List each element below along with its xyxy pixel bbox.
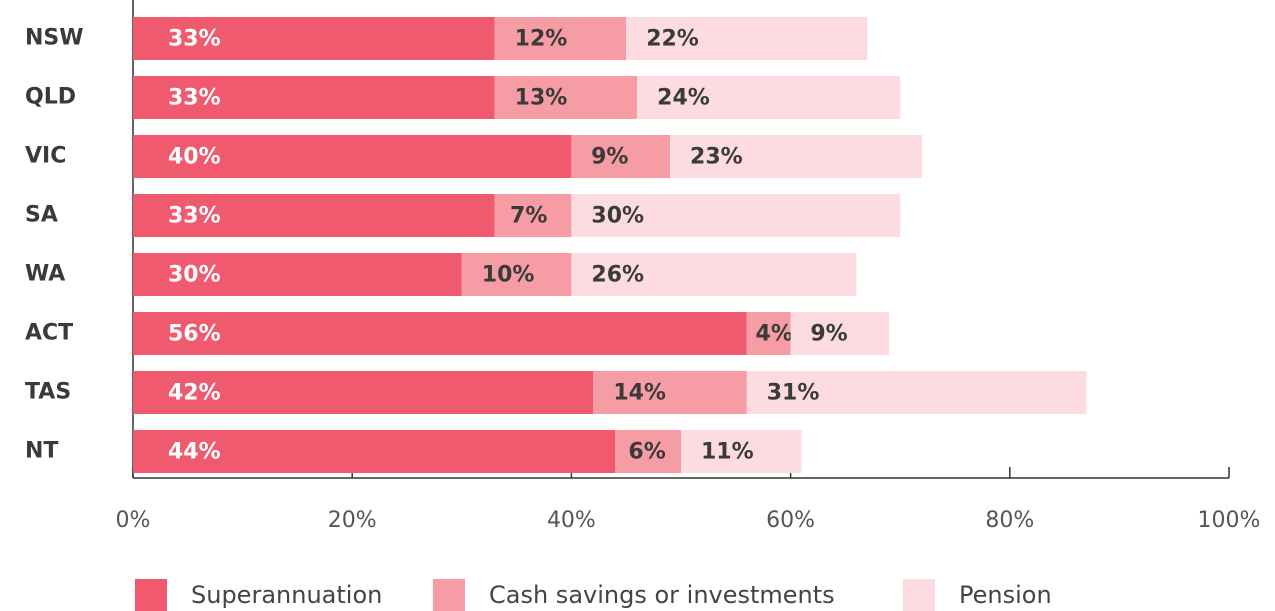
value-label: 30% [591, 204, 644, 229]
value-label: 9% [810, 322, 847, 347]
legend-swatch [903, 579, 935, 611]
bar-segment [133, 17, 495, 60]
value-label: 33% [168, 27, 221, 52]
bar-segment [571, 135, 671, 178]
legend-swatch [433, 579, 465, 611]
bar-segment [133, 135, 572, 178]
category-label: SA [25, 203, 58, 228]
value-label: 26% [591, 263, 644, 288]
bar-segment [494, 76, 638, 119]
bar-segment [494, 194, 572, 237]
value-label: 6% [628, 440, 665, 465]
bar-segment [133, 76, 495, 119]
x-tick-label: 100% [1198, 508, 1261, 533]
bar-segment [593, 371, 747, 414]
bar-segment [637, 76, 901, 119]
legend-label: Cash savings or investments [489, 581, 835, 609]
value-label: 33% [168, 204, 221, 229]
category-label: WA [25, 262, 65, 287]
value-label: 12% [515, 27, 568, 52]
x-tick-label: 0% [116, 508, 151, 533]
value-label: 4% [756, 322, 793, 347]
legend-label: Pension [959, 581, 1052, 609]
x-tick-label: 80% [985, 508, 1034, 533]
category-label: NSW [25, 26, 84, 51]
value-label: 14% [613, 381, 666, 406]
value-label: 22% [646, 27, 699, 52]
value-label: 23% [690, 145, 743, 170]
value-label: 40% [168, 145, 221, 170]
bar-segment [571, 253, 857, 296]
bar-segment [626, 17, 868, 60]
bar-segment [670, 135, 923, 178]
legend-label: Superannuation [191, 581, 382, 609]
bar-segment [746, 312, 791, 355]
category-label: NT [25, 439, 58, 464]
value-label: 42% [168, 381, 221, 406]
category-label: ACT [25, 321, 73, 346]
value-label: 33% [168, 86, 221, 111]
value-label: 11% [701, 440, 754, 465]
value-label: 13% [515, 86, 568, 111]
value-label: 56% [168, 322, 221, 347]
bar-segment [746, 371, 1087, 414]
value-label: 30% [168, 263, 221, 288]
bar-segment [133, 430, 616, 473]
bar-segment [615, 430, 681, 473]
legend-swatch [135, 579, 167, 611]
category-label: TAS [25, 380, 71, 405]
x-tick-label: 40% [547, 508, 596, 533]
value-label: 24% [657, 86, 710, 111]
bar-segment [461, 253, 572, 296]
value-label: 44% [168, 440, 221, 465]
bar-segment [133, 312, 747, 355]
value-label: 7% [510, 204, 547, 229]
value-label: 31% [767, 381, 820, 406]
bar-segment [790, 312, 890, 355]
bar-segment [494, 17, 627, 60]
bar-segment [133, 371, 594, 414]
x-tick-label: 20% [328, 508, 377, 533]
bar-segment [133, 253, 462, 296]
bar-segment [571, 194, 901, 237]
x-tick-label: 60% [766, 508, 815, 533]
bar-segment [681, 430, 802, 473]
value-label: 10% [482, 263, 535, 288]
value-label: 9% [591, 145, 628, 170]
category-label: QLD [25, 85, 76, 110]
category-label: VIC [25, 144, 66, 169]
bar-segment [133, 194, 495, 237]
